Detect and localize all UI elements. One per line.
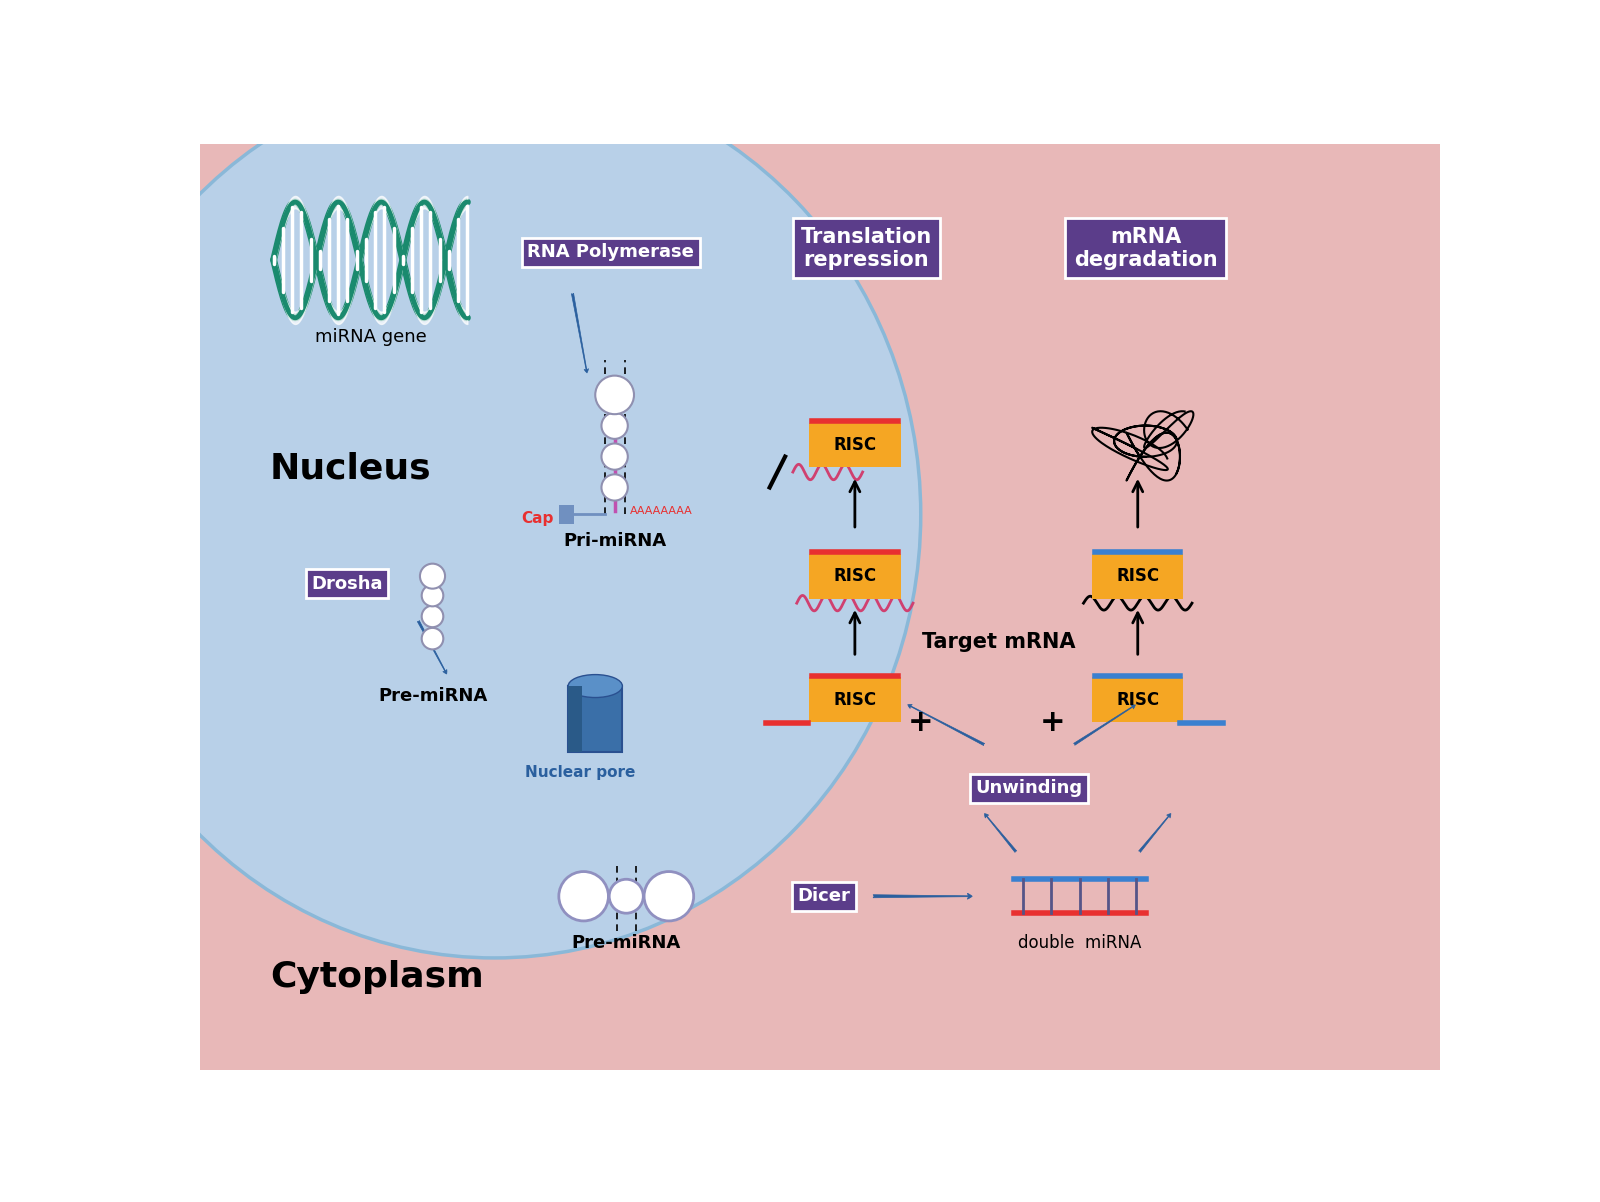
Circle shape — [422, 627, 443, 649]
FancyBboxPatch shape — [1093, 554, 1184, 599]
Text: RNA Polymerase: RNA Polymerase — [528, 243, 694, 261]
FancyBboxPatch shape — [810, 423, 901, 468]
FancyBboxPatch shape — [810, 677, 901, 722]
Text: double  miRNA: double miRNA — [1018, 934, 1141, 952]
Text: +: + — [1040, 708, 1066, 737]
Text: RISC: RISC — [834, 567, 877, 585]
Text: RISC: RISC — [1117, 567, 1160, 585]
Text: mRNA
degradation: mRNA degradation — [1074, 227, 1218, 270]
Text: RISC: RISC — [1117, 691, 1160, 708]
Circle shape — [558, 871, 608, 921]
Text: Nuclear pore: Nuclear pore — [525, 766, 635, 780]
Text: Nucleus: Nucleus — [270, 451, 432, 486]
Text: RISC: RISC — [834, 691, 877, 708]
FancyBboxPatch shape — [568, 686, 622, 751]
Ellipse shape — [69, 71, 920, 958]
Circle shape — [610, 880, 643, 914]
Circle shape — [645, 871, 694, 921]
Text: Pri-miRNA: Pri-miRNA — [563, 532, 666, 551]
Text: Drosha: Drosha — [312, 575, 382, 593]
Text: Unwinding: Unwinding — [976, 779, 1083, 797]
Text: +: + — [907, 708, 933, 737]
Text: Target mRNA: Target mRNA — [922, 632, 1075, 651]
Bar — [558, 505, 574, 524]
Text: Pre-miRNA: Pre-miRNA — [571, 934, 682, 952]
FancyBboxPatch shape — [568, 686, 582, 751]
Circle shape — [602, 412, 627, 439]
Text: miRNA gene: miRNA gene — [315, 328, 426, 346]
Circle shape — [422, 606, 443, 627]
FancyBboxPatch shape — [1093, 677, 1184, 722]
Circle shape — [595, 375, 634, 415]
Text: RISC: RISC — [834, 436, 877, 454]
Text: AAAAAAAA: AAAAAAAA — [630, 506, 693, 516]
Circle shape — [602, 444, 627, 470]
Circle shape — [422, 585, 443, 606]
Ellipse shape — [568, 674, 622, 697]
Circle shape — [602, 475, 627, 500]
Circle shape — [419, 564, 445, 589]
Text: Dicer: Dicer — [797, 887, 850, 905]
Text: Cytoplasm: Cytoplasm — [270, 960, 483, 994]
FancyBboxPatch shape — [810, 554, 901, 599]
Text: Translation
repression: Translation repression — [802, 227, 933, 270]
Text: Cap: Cap — [522, 511, 554, 525]
Text: Pre-miRNA: Pre-miRNA — [378, 686, 486, 704]
